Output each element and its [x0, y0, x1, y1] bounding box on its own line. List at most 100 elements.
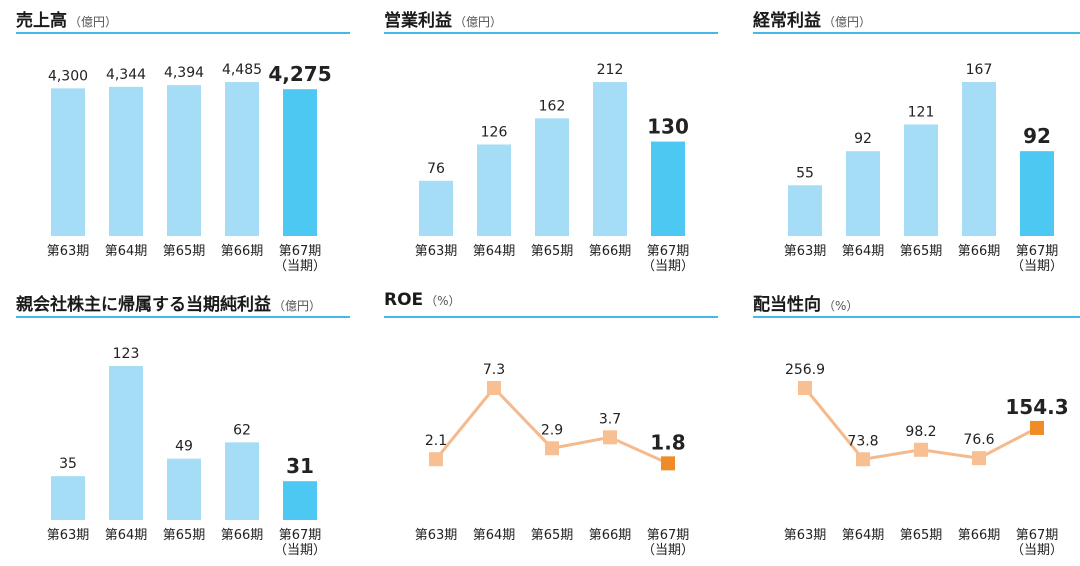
bar [788, 185, 822, 236]
title-underline [16, 32, 350, 34]
tick-label: 第64期 [105, 528, 148, 543]
data-label: 49 [175, 439, 193, 455]
tick-label: 第65期 [163, 244, 206, 259]
data-label: 2.9 [541, 422, 563, 438]
net-income-chart: 第63期 第64期 第65期 第66期 第67期（当期） 35 123 49 62 31 [47, 346, 326, 558]
data-point [856, 452, 870, 467]
chart-title: 営業利益 [384, 11, 452, 31]
panel-title: 売上高 （億円） [16, 6, 117, 32]
data-label: 121 [908, 104, 935, 120]
data-label: 123 [113, 346, 140, 362]
tick-label: 第64期 [473, 528, 516, 543]
chart-unit: （億円） [273, 299, 322, 313]
chart-unit: （億円） [823, 15, 872, 29]
chart-unit: （億円） [69, 15, 118, 29]
bar [477, 144, 511, 236]
bar [283, 89, 317, 237]
tick-label: 第65期 [531, 528, 574, 543]
data-label: 4,275 [268, 62, 331, 86]
chart-unit: （%） [425, 294, 461, 308]
data-label: 1.8 [650, 430, 685, 454]
title-underline [753, 32, 1080, 34]
data-label: 92 [854, 131, 872, 147]
payout-ratio-chart: 第63期 第64期 第65期 第66期 第67期（当期） 256.9 73.8 98.2 76.… [784, 362, 1069, 558]
bar [535, 118, 569, 236]
panel-title: ROE （%） [384, 290, 461, 316]
panel-payout-ratio: 配当性向 （%） 第63期 第64期 第65期 第66期 第67期 （当期） 256.9 73.… [753, 290, 1080, 560]
data-label: 212 [597, 62, 624, 78]
current-term-note: （当期） [274, 543, 326, 558]
data-point [429, 452, 443, 467]
panel-roe: ROE （%） 第63期 第64期 第65期 第66期 第67期 （当期） 2.1 7.3 2.9… [384, 290, 718, 560]
data-label: 130 [647, 115, 689, 139]
bar [225, 442, 259, 520]
data-label: 4,344 [106, 67, 146, 83]
bar [419, 180, 453, 236]
tick-label: 第63期 [47, 244, 90, 259]
panel-title: 経常利益 （億円） [753, 6, 871, 32]
tick-label: 第67期 [647, 244, 690, 259]
bar [283, 481, 317, 520]
data-label: 92 [1023, 124, 1051, 148]
tick-label: 第64期 [105, 244, 148, 259]
tick-label: 第65期 [900, 528, 943, 543]
bar [51, 476, 85, 520]
data-label: 126 [481, 124, 508, 140]
tick-label: 第64期 [842, 528, 885, 543]
bar [1020, 151, 1054, 236]
title-underline [384, 32, 718, 34]
net-sales-chart: 第63期 第64期 第65期 第66期 第67期（当期） 4,300 4,344 4,394 4… [47, 62, 332, 274]
tick-label: 第66期 [958, 528, 1001, 543]
tick-label: 第66期 [221, 528, 264, 543]
bar [225, 82, 259, 236]
tick-label: 第63期 [784, 528, 827, 543]
data-label: 35 [59, 456, 77, 472]
data-label: 162 [539, 98, 566, 114]
tick-label: 第63期 [784, 244, 827, 259]
data-label: 55 [796, 165, 814, 181]
tick-label: 第63期 [415, 528, 458, 543]
chart-title: 経常利益 [753, 11, 821, 31]
panel-title: 営業利益 （億円） [384, 6, 502, 32]
bar [962, 82, 996, 236]
data-point [487, 381, 501, 395]
tick-label: 第63期 [47, 528, 90, 543]
data-label: 76.6 [963, 432, 994, 448]
data-point [1030, 420, 1044, 435]
tick-label: 第65期 [531, 244, 574, 259]
panel-title: 親会社株主に帰属する当期純利益 （億円） [16, 290, 321, 316]
data-point [914, 442, 928, 457]
chart-unit: （%） [823, 299, 859, 313]
data-point [603, 430, 617, 445]
bar [167, 85, 201, 236]
panel-ordinary-income: 経常利益 （億円） 第63期 第64期 第65期 第66期 第67期 （当期） 55 92 121… [753, 6, 1080, 276]
bar [167, 458, 201, 520]
tick-label: 第65期 [900, 244, 943, 259]
tick-label: 第66期 [221, 244, 264, 259]
data-point [661, 456, 675, 471]
bar [651, 141, 685, 236]
bar [109, 366, 143, 520]
tick-label: 第64期 [842, 244, 885, 259]
data-label: 167 [966, 62, 993, 78]
bar [593, 82, 627, 236]
current-term-note: （当期） [1011, 259, 1063, 274]
data-point [798, 381, 812, 395]
tick-label: 第66期 [958, 244, 1001, 259]
data-point [972, 451, 986, 466]
title-underline [384, 316, 718, 318]
operating-income-chart: 第63期 第64期 第65期 第66期 第67期（当期） 76 126 162 212 130 [415, 62, 694, 274]
tick-label: 第65期 [163, 528, 206, 543]
current-term-note: （当期） [274, 259, 326, 274]
tick-label: 第64期 [473, 244, 516, 259]
tick-label: 第66期 [589, 528, 632, 543]
chart-title: 親会社株主に帰属する当期純利益 [16, 295, 271, 315]
data-label: 3.7 [599, 411, 621, 427]
data-label: 62 [233, 422, 251, 438]
data-label: 76 [427, 161, 445, 177]
tick-label: 第67期 [1016, 244, 1059, 259]
data-label: 98.2 [905, 424, 936, 440]
data-label: 31 [286, 454, 314, 478]
data-point [545, 441, 559, 456]
panel-title: 配当性向 （%） [753, 290, 858, 316]
